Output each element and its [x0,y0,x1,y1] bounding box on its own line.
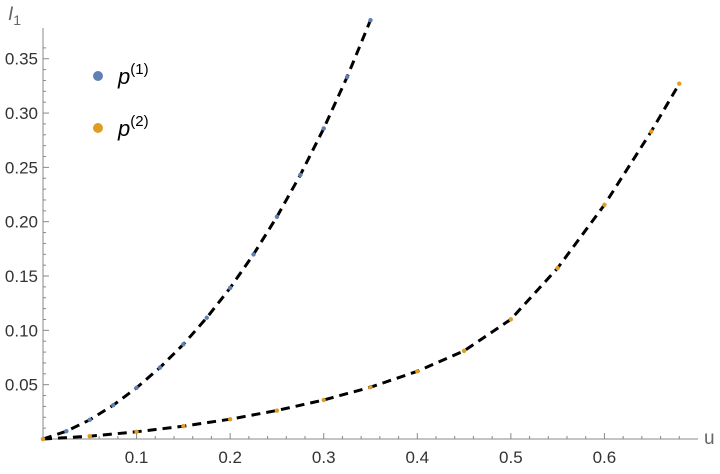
y-tick-label: 0.15 [5,267,38,286]
data-point [649,129,654,134]
y-tick-label: 0.35 [5,50,38,69]
data-point [110,403,116,408]
y-tick-label: 0.10 [5,321,38,340]
x-tick-label: 0.3 [312,448,336,467]
data-point [227,285,233,291]
data-point [134,385,139,391]
legend-marker [93,123,103,133]
data-point [157,365,163,370]
data-point [274,408,280,413]
data-points [40,17,682,442]
y-tick-label: 0.30 [5,104,38,123]
y-tick-label: 0.25 [5,158,38,177]
axes: 0.1 0.2 0.3 0.4 0.5 0.6 0.05 0.10 0.15 0.20 0.25 0.… [5,4,715,467]
x-tick-label: 0.1 [125,448,149,467]
data-point [415,369,420,374]
data-point [321,126,326,131]
data-point [555,265,560,271]
data-point [368,17,373,23]
data-point [321,397,326,403]
data-point [677,81,682,86]
legend-label: p(1) [117,61,149,89]
data-point [602,202,607,208]
y-tick-label: 0.05 [5,376,38,395]
y-axis-label: I1 [8,4,21,28]
legend-label: p(2) [117,113,149,141]
y-tick-label: 0.20 [5,213,38,232]
fit-line-series-1 [42,19,372,441]
data-point [251,252,256,257]
fit-lines [42,19,681,441]
legend-marker [93,71,103,81]
data-point [298,172,303,178]
data-point [274,214,280,220]
data-point [344,74,350,80]
x-tick-label: 0.2 [218,448,242,467]
data-point [461,348,467,354]
data-point [87,417,92,422]
x-tick-label: 0.6 [593,448,617,467]
data-point [508,317,514,322]
series-1-points [40,17,373,442]
data-point [204,315,209,320]
data-point [368,384,373,390]
data-point [134,429,139,435]
x-tick-label: 0.5 [499,448,523,467]
x-axis-label: u [704,428,715,449]
data-point [227,417,233,422]
data-point [181,423,186,429]
data-point [40,436,46,442]
series-2-points [40,81,682,442]
x-tick-label: 0.4 [405,448,429,467]
data-point [181,342,186,347]
legend: p(1) p(2) [93,61,149,141]
data-point [64,428,69,434]
data-point [87,433,92,439]
